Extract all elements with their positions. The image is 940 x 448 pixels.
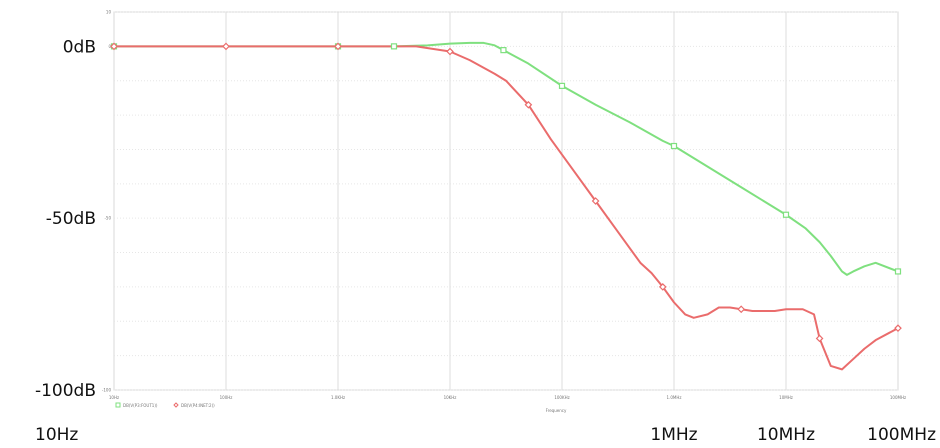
y-axis-label: -50dB [46,209,96,229]
series-marker-1 [815,334,824,343]
small-x-tick-label: 100KHz [554,395,569,400]
small-y-tick-label: -100 [102,388,112,393]
y-axis-labels: 0dB -50dB -100dB [35,37,96,401]
small-tick-labels: 10Hz 100Hz 1.0KHz 10KHz 100KHz 1.0MHz 10MHz 100… [102,10,906,414]
series-marker-1 [446,47,454,56]
grid [114,11,898,391]
series-marker-0 [390,43,398,50]
x-axis-labels: 10Hz 1MHz 10MHz 100MHz [35,425,936,445]
series-marker-0 [500,47,507,54]
x-axis-label: 10MHz [757,425,815,445]
small-y-tick-label: -50 [104,216,111,221]
small-y-tick-label: 10 [106,10,112,15]
series-line-1 [114,45,899,371]
series-marker-1 [658,283,667,291]
x-axis-label: 1MHz [650,425,697,445]
series-marker-1 [110,42,118,51]
small-x-tick-label: 10KHz [444,395,457,400]
plot-area [113,11,899,391]
legend-entry: DB(V(P3:FOUT1)) [123,403,158,408]
small-x-tick-label: 100Hz [220,395,233,400]
series-marker-1 [591,197,600,205]
series-marker-0 [670,142,678,150]
x-axis-label: 10Hz [35,425,78,445]
series-marker-1 [222,42,230,51]
small-x-tick-label: 100MHz [890,395,906,400]
series-marker-0 [894,268,902,275]
series-marker-0 [558,82,566,89]
series-marker-1 [894,324,902,332]
small-x-tick-label: 10MHz [779,395,793,400]
markers [110,42,902,343]
series-marker-1 [524,100,533,109]
y-axis-label: -100dB [35,381,96,401]
x-axis-title: Frequency [546,408,567,413]
small-x-tick-label: 1.0KHz [331,395,345,400]
legend: DB(V(P3:FOUT1)) DB(V(P4:INET:2)) [115,402,215,408]
series-marker-1 [334,42,342,51]
small-x-tick-label: 1.0MHz [667,395,682,400]
series-marker-0 [782,211,790,218]
series-marker-1 [737,305,746,314]
x-axis-label: 100MHz [867,425,936,445]
y-axis-label: 0dB [63,37,96,57]
small-y-tick-label: 0 [108,44,111,49]
legend-marker [173,402,179,408]
legend-entry: DB(V(P4:INET:2)) [181,403,215,408]
small-x-tick-label: 10Hz [109,395,119,400]
legend-marker [115,402,121,408]
